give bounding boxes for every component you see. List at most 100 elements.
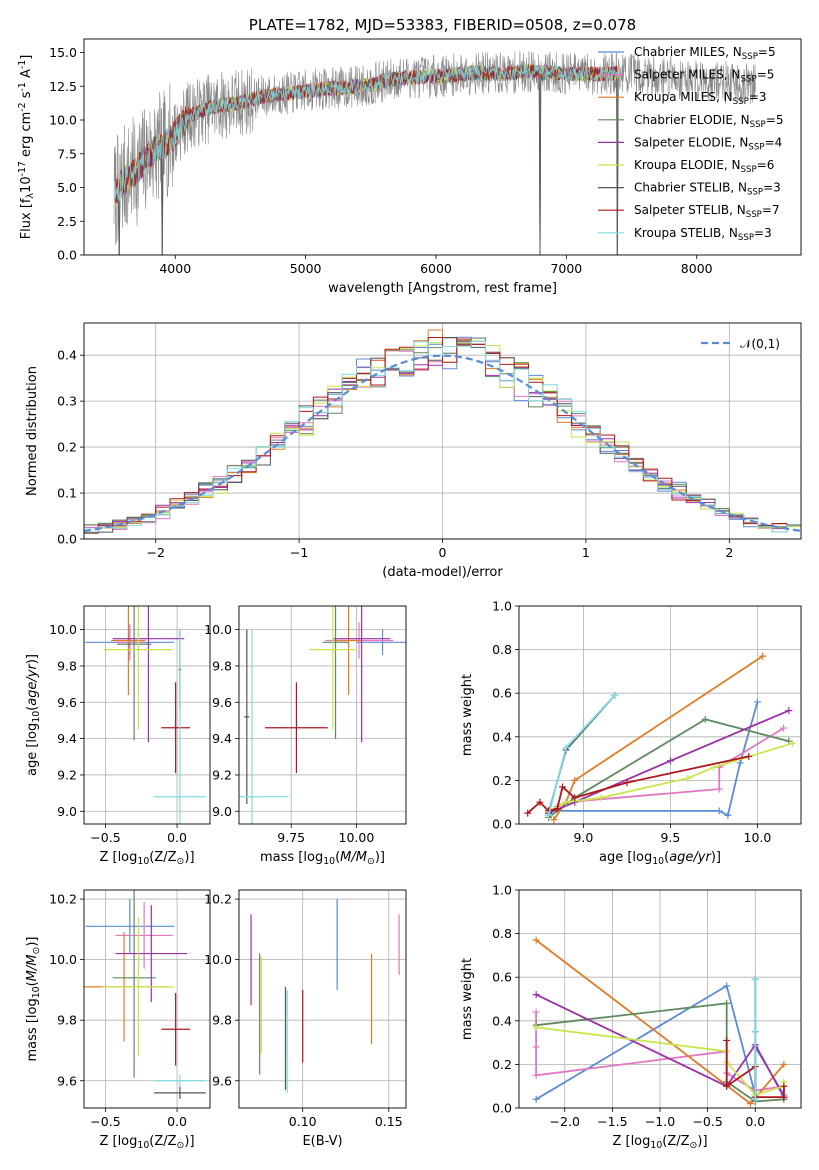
legend-entry: 𝒩(0,1)	[740, 337, 780, 351]
weight-line	[553, 655, 764, 821]
y-tick-label: 9.8	[57, 1013, 77, 1028]
x-axis-label: age [log10(age/yr)]	[599, 850, 721, 867]
weight-marker	[723, 999, 731, 1007]
histogram-group	[84, 329, 801, 537]
x-tick-label: 0	[439, 545, 447, 560]
y-axis-label: age [log10(age/yr)]	[25, 654, 42, 776]
y-axis-label: mass weight	[460, 958, 475, 1040]
legend-entry: Kroupa ELODIE, NSSP=6	[634, 158, 774, 175]
x-tick-label: −1.5	[597, 1114, 627, 1129]
y-tick-label: 0.2	[57, 440, 77, 455]
x-axis-label: Z [log10(Z/Z⊙)]	[99, 1134, 194, 1151]
y-axis-label: Flux [fλ10-17 erg cm-2 s-1 A-1]	[17, 55, 36, 240]
axes-frame	[83, 322, 802, 540]
y-axis-label: Normed distribution	[25, 366, 40, 496]
weight-line	[547, 727, 785, 816]
y-tick-label: 0.0	[57, 248, 77, 263]
y-tick-label: 9.6	[212, 695, 232, 710]
weight-marker	[723, 1036, 731, 1044]
y-tick-label: 0.0	[492, 1101, 512, 1116]
normal-reference-curve	[84, 354, 801, 532]
x-tick-label: 4000	[159, 261, 191, 276]
weight-marker	[710, 763, 718, 771]
weight-line	[548, 718, 790, 819]
y-tick-label: 0.3	[57, 394, 77, 409]
weight-marker	[571, 776, 579, 784]
axes-frame	[83, 889, 211, 1109]
x-axis-label: E(B-V)	[302, 1134, 342, 1149]
y-tick-label: 9.2	[212, 767, 232, 782]
legend-entry: Chabrier ELODIE, NSSP=5	[634, 113, 783, 130]
y-tick-label: 9.2	[57, 767, 77, 782]
y-tick-label: 0.2	[492, 1057, 512, 1072]
x-tick-label: 5000	[290, 261, 322, 276]
weight-marker	[751, 1095, 759, 1103]
y-tick-label: 10.2	[49, 892, 77, 907]
y-tick-label: 9.8	[212, 658, 232, 673]
x-tick-label: 0.0	[167, 1114, 187, 1129]
weight-lines-group	[532, 936, 788, 1108]
weight-marker	[532, 991, 540, 999]
x-tick-label: 0.10	[289, 1114, 317, 1129]
weight-line	[548, 742, 793, 812]
weight-marker	[562, 798, 570, 806]
y-tick-label: 12.5	[49, 79, 77, 94]
weight-marker	[623, 779, 631, 787]
y-tick-label: 9.6	[57, 695, 77, 710]
x-tick-label: −2	[146, 545, 164, 560]
x-tick-label: 10.0	[744, 830, 772, 845]
weight-marker	[532, 1008, 540, 1016]
weight-marker	[701, 715, 709, 723]
x-tick-label: −0.5	[692, 1114, 722, 1129]
x-axis-label: (data-model)/error	[382, 565, 503, 580]
x-tick-label: 9.75	[277, 830, 305, 845]
y-tick-label: 15.0	[49, 45, 77, 60]
y-axis-label: mass [log10(M/M⊙)]	[25, 937, 42, 1062]
y-tick-label: 0.1	[57, 486, 77, 501]
weight-line	[527, 755, 749, 814]
weight-marker	[611, 691, 619, 699]
y-tick-label: 9.4	[57, 731, 77, 746]
x-axis-label: Z [log10(Z/Z⊙)]	[99, 850, 194, 867]
y-tick-label: 0.4	[492, 729, 512, 744]
x-tick-label: 9.5	[660, 830, 680, 845]
weight-marker	[715, 785, 723, 793]
x-tick-label: 10.00	[339, 830, 375, 845]
weight-marker	[545, 811, 553, 819]
y-tick-label: 10.0	[204, 622, 232, 637]
x-tick-label: −2.0	[550, 1114, 580, 1129]
weight-marker	[559, 783, 567, 791]
y-tick-label: 0.2	[492, 773, 512, 788]
y-tick-label: 10.0	[49, 113, 77, 128]
x-tick-label: 0.15	[375, 1114, 403, 1129]
x-tick-label: 7000	[550, 261, 582, 276]
y-tick-label: 9.8	[212, 1013, 232, 1028]
weight-marker	[723, 982, 731, 990]
legend-entry: Chabrier MILES, NSSP=5	[634, 45, 776, 62]
x-tick-label: 9.0	[573, 830, 593, 845]
axes-frame	[83, 605, 211, 825]
weight-marker	[562, 744, 570, 752]
y-tick-label: 10.0	[49, 952, 77, 967]
weight-marker	[780, 1093, 788, 1101]
weight-marker	[736, 759, 744, 767]
y-tick-label: 7.5	[57, 146, 77, 161]
y-tick-label: 9.4	[212, 731, 232, 746]
axes-frame	[518, 605, 802, 825]
weight-line	[548, 709, 790, 814]
y-tick-label: 9.0	[212, 804, 232, 819]
y-tick-label: 0.4	[57, 348, 77, 363]
y-axis-label: mass weight	[460, 674, 475, 756]
x-tick-label: 8000	[681, 261, 713, 276]
chart-title: PLATE=1782, MJD=53383, FIBERID=0508, z=0…	[249, 16, 636, 34]
weight-marker	[745, 752, 753, 760]
weight-marker	[532, 936, 540, 944]
y-tick-label: 0.4	[492, 1013, 512, 1028]
axes-frame	[83, 38, 802, 256]
weight-marker	[751, 975, 759, 983]
y-tick-label: 0.0	[492, 817, 512, 832]
weight-marker	[524, 809, 532, 817]
x-tick-label: 0.0	[745, 1114, 765, 1129]
weight-marker	[532, 1095, 540, 1103]
